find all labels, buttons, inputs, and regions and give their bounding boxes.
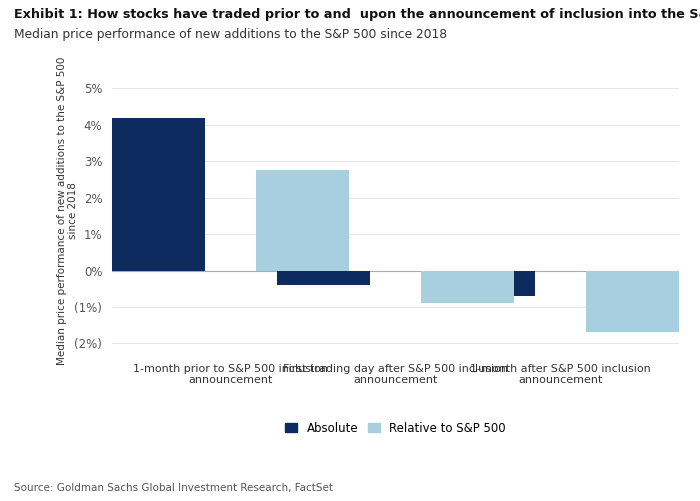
Bar bbox=[421, 271, 514, 303]
Legend: Absolute, Relative to S&P 500: Absolute, Relative to S&P 500 bbox=[286, 421, 505, 434]
Y-axis label: Median price performance of new additions to the S&P 500
since 2018: Median price performance of new addition… bbox=[57, 56, 78, 365]
Bar bbox=[277, 271, 370, 285]
Text: Source: Goldman Sachs Global Investment Research, FactSet: Source: Goldman Sachs Global Investment … bbox=[14, 483, 333, 493]
Bar bbox=[256, 170, 349, 271]
Bar bbox=[586, 271, 679, 333]
Text: Exhibit 1: How stocks have traded prior to and  upon the announcement of inclusi: Exhibit 1: How stocks have traded prior … bbox=[14, 8, 700, 21]
Bar bbox=[442, 271, 535, 296]
Text: Median price performance of new additions to the S&P 500 since 2018: Median price performance of new addition… bbox=[14, 28, 447, 41]
Bar bbox=[112, 118, 205, 271]
